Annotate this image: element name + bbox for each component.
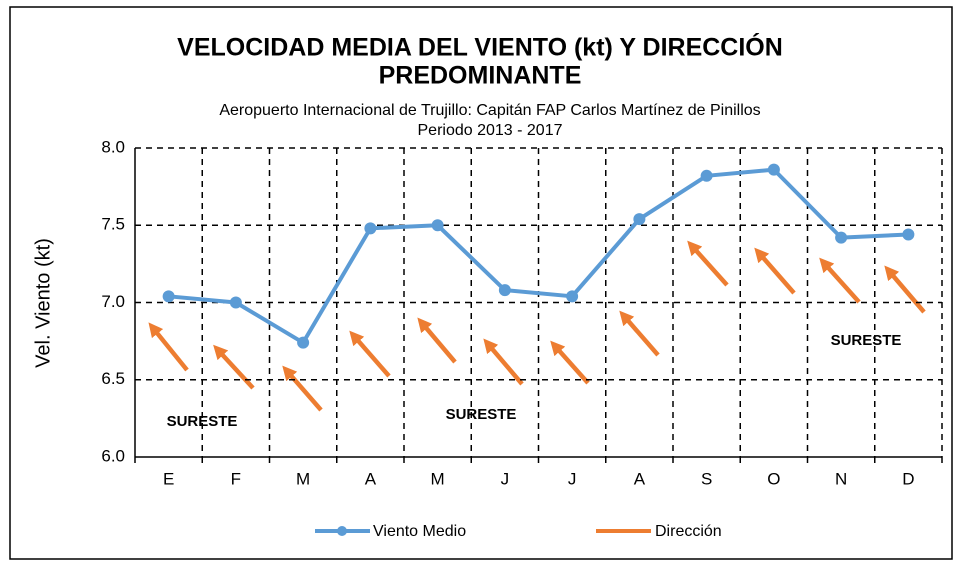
direction-arrows <box>148 240 926 412</box>
data-point <box>162 290 175 303</box>
arrow <box>349 330 391 378</box>
data-point <box>297 336 310 349</box>
arrow <box>884 265 926 314</box>
arrow <box>417 317 457 364</box>
x-tick-label: M <box>431 469 445 488</box>
subtitle: Periodo 2013 - 2017 <box>418 122 563 139</box>
data-point <box>902 228 915 241</box>
data-point <box>700 169 713 182</box>
x-tick-label: N <box>835 469 847 488</box>
arrow <box>148 322 189 372</box>
x-tick-label: M <box>296 469 310 488</box>
arrow <box>282 365 323 412</box>
arrow <box>483 338 524 386</box>
x-tick-label: S <box>701 469 712 488</box>
legend-swatch <box>337 526 347 536</box>
arrow <box>619 310 660 357</box>
x-tick-label: E <box>163 469 174 488</box>
data-point <box>767 163 780 176</box>
annotation: SURESTE <box>167 413 238 430</box>
data-point <box>364 222 377 235</box>
x-tick-label: J <box>501 469 510 488</box>
legend-label: Viento Medio <box>373 523 466 540</box>
arrow <box>819 257 861 304</box>
y-tick-label: 6.0 <box>101 446 125 465</box>
y-tick-label: 7.5 <box>101 215 125 234</box>
arrow <box>687 240 729 287</box>
subtitle: Aeropuerto Internacional de Trujillo: Ca… <box>219 102 760 119</box>
data-point <box>229 296 242 309</box>
series-line <box>168 167 909 345</box>
x-tick-label: A <box>634 469 646 488</box>
y-tick-label: 7.0 <box>101 292 125 311</box>
frame <box>9 6 953 560</box>
y-tick-label: 6.5 <box>101 369 125 388</box>
data-point <box>566 290 579 303</box>
annotation: SURESTE <box>446 406 517 423</box>
chart-title: PREDOMINANTE <box>379 62 582 90</box>
y-axis-label: Vel. Viento (kt) <box>32 238 54 368</box>
y-tick-label: 8.0 <box>101 137 125 156</box>
data-point <box>498 284 511 297</box>
arrow <box>754 247 796 295</box>
x-tick-label: D <box>902 469 914 488</box>
data-point <box>431 219 444 232</box>
data-point <box>835 231 848 244</box>
data-point <box>633 213 646 226</box>
x-tick-label: F <box>231 469 241 488</box>
annotation: SURESTE <box>831 332 902 349</box>
legend-label: Dirección <box>655 523 722 540</box>
arrow <box>550 340 590 385</box>
x-tick-label: J <box>568 469 577 488</box>
chart-title: VELOCIDAD MEDIA DEL VIENTO (kt) Y DIRECC… <box>177 32 783 62</box>
arrow <box>213 344 255 390</box>
x-tick-label: O <box>767 469 780 488</box>
x-tick-label: A <box>365 469 377 488</box>
